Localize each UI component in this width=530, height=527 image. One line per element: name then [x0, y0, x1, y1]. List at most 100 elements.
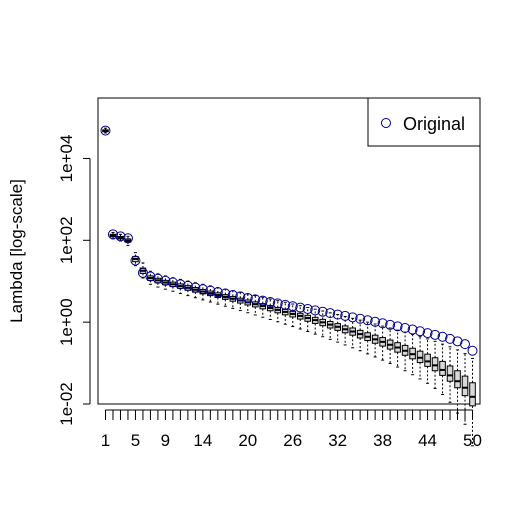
legend-marker-original	[381, 118, 391, 128]
original-point	[197, 284, 208, 295]
original-point	[107, 229, 118, 240]
bootstrap-boxplots	[102, 127, 476, 447]
original-point	[452, 336, 463, 347]
original-point	[175, 279, 186, 290]
boxplot	[132, 252, 139, 267]
y-tick-label: 1e-02	[57, 382, 76, 425]
x-tick-label: 9	[161, 431, 170, 450]
original-point	[280, 299, 291, 310]
boxplot	[184, 280, 192, 297]
original-point	[347, 312, 358, 323]
original-point	[242, 292, 253, 303]
box	[469, 382, 476, 407]
boxplot	[281, 301, 289, 325]
boxplot	[326, 312, 334, 340]
box	[431, 357, 439, 372]
original-point	[272, 298, 283, 309]
boxplot	[154, 273, 162, 288]
original-point	[227, 290, 238, 301]
original-point	[317, 306, 328, 317]
original-point	[287, 301, 298, 312]
x-tick-label: 26	[283, 431, 302, 450]
x-tick-label: 44	[418, 431, 437, 450]
original-point	[310, 305, 321, 316]
box	[424, 353, 431, 367]
x-tick-label: 20	[238, 431, 257, 450]
original-point	[190, 282, 201, 293]
legend: Original	[367, 97, 481, 147]
y-tick-label: 1e+00	[57, 298, 76, 346]
boxplot	[162, 275, 169, 290]
boxplot	[424, 338, 431, 384]
original-point	[100, 125, 111, 136]
boxplot	[431, 340, 439, 389]
original-point	[355, 313, 366, 324]
boxplot	[469, 357, 476, 447]
x-axis: 1 5 9 14 20 26 32 38 44 50	[101, 409, 482, 450]
boxplot	[401, 331, 409, 372]
boxplot	[461, 353, 469, 425]
y-axis: 1e-02 1e+00 1e+02 1e+04	[57, 135, 91, 426]
box	[439, 360, 446, 376]
boxplot	[251, 295, 259, 316]
original-point	[362, 315, 373, 326]
boxplot	[311, 308, 319, 335]
boxplot	[289, 303, 297, 328]
boxplot	[192, 282, 199, 299]
original-point	[182, 280, 193, 291]
original-point	[385, 319, 396, 330]
boxplot	[409, 333, 416, 376]
original-point	[392, 321, 403, 332]
boxplot	[394, 329, 401, 368]
boxplot	[304, 307, 312, 333]
original-point	[250, 294, 261, 305]
boxplot	[416, 336, 424, 380]
legend-label-original: Original	[403, 114, 465, 134]
original-point	[167, 277, 178, 288]
boxplot	[124, 235, 132, 246]
original-point	[407, 324, 418, 335]
original-point	[295, 302, 306, 313]
original-point	[430, 329, 441, 340]
original-point	[145, 271, 156, 282]
boxplot	[259, 296, 267, 318]
original-point	[265, 297, 276, 308]
boxplot	[386, 327, 394, 364]
original-point	[257, 295, 268, 306]
original-point	[115, 231, 126, 242]
boxplot	[266, 298, 274, 321]
x-tick-label: 50	[463, 431, 482, 450]
y-tick-label: 1e+04	[57, 135, 76, 183]
x-tick-label: 1	[101, 431, 110, 450]
original-point	[370, 316, 381, 327]
boxplot	[379, 325, 386, 361]
original-point	[377, 318, 388, 329]
original-point	[467, 345, 478, 356]
y-axis-label: Lambda [log-scale]	[7, 179, 26, 323]
original-point	[445, 333, 456, 344]
original-point	[122, 233, 133, 244]
boxplot	[296, 305, 304, 330]
box	[454, 370, 461, 389]
boxplot	[102, 127, 109, 134]
boxplot	[446, 346, 454, 403]
boxplot	[199, 283, 207, 301]
x-tick-label: 38	[373, 431, 392, 450]
original-point	[460, 339, 471, 350]
boxplot	[371, 323, 379, 358]
original-point	[220, 288, 231, 299]
boxplot	[454, 349, 461, 414]
boxplot	[274, 300, 282, 323]
box	[446, 365, 454, 382]
boxplot	[177, 278, 184, 295]
original-point	[235, 291, 246, 302]
boxplot	[341, 315, 349, 346]
x-tick-label: 14	[193, 431, 212, 450]
original-point	[212, 287, 223, 298]
original-point	[422, 328, 433, 339]
boxplot	[244, 293, 252, 314]
boxplot	[364, 321, 371, 355]
original-point	[325, 308, 336, 319]
original-point	[415, 326, 426, 337]
